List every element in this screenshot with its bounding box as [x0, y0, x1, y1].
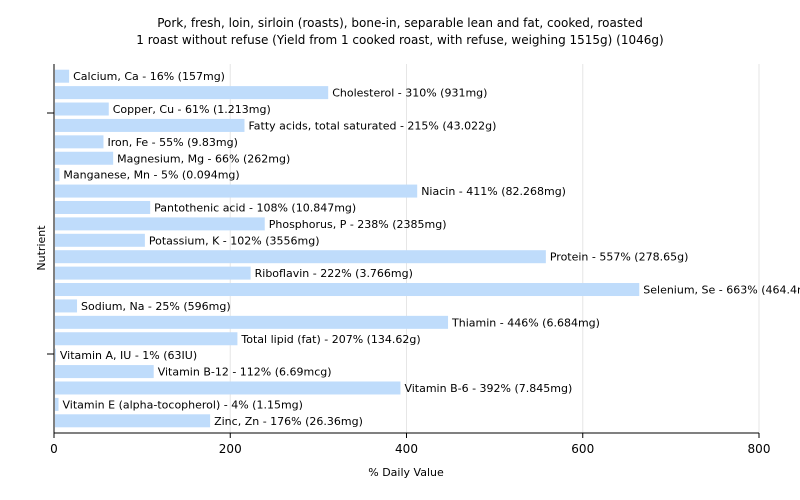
bar-label: Thiamin - 446% (6.684mg) [451, 316, 600, 329]
bar-label: Potassium, K - 102% (3556mg) [149, 234, 320, 247]
bars [55, 69, 640, 428]
x-tick-label: 400 [395, 442, 418, 456]
x-tick-label: 600 [571, 442, 594, 456]
bar [55, 299, 78, 313]
chart-subtitle: 1 roast without refuse (Yield from 1 coo… [136, 33, 663, 47]
bar-label: Copper, Cu - 61% (1.213mg) [113, 103, 271, 116]
bar-label: Vitamin E (alpha-tocopherol) - 4% (1.15m… [63, 398, 303, 411]
bar [55, 365, 154, 379]
bar [55, 397, 59, 411]
chart-title: Pork, fresh, loin, sirloin (roasts), bon… [157, 16, 643, 30]
bar [55, 86, 329, 100]
bar-label: Selenium, Se - 663% (464.4mcg) [643, 284, 800, 297]
bar-label: Iron, Fe - 55% (9.83mg) [107, 136, 237, 149]
bar-label: Fatty acids, total saturated - 215% (43.… [248, 119, 496, 132]
bar-label: Vitamin B-12 - 112% (6.69mcg) [158, 366, 332, 379]
bar-label: Sodium, Na - 25% (596mg) [81, 300, 231, 313]
bar-label: Magnesium, Mg - 66% (262mg) [117, 152, 290, 165]
bar [55, 250, 546, 264]
bar [55, 332, 238, 346]
grid-lines [229, 64, 760, 433]
bar [55, 151, 114, 165]
bar [55, 184, 418, 198]
x-tick-label: 800 [748, 442, 771, 456]
bar [55, 414, 211, 428]
bar-label: Protein - 557% (278.65g) [550, 251, 689, 264]
bar-label: Calcium, Ca - 16% (157mg) [73, 70, 225, 83]
bar [55, 217, 265, 231]
bar [55, 315, 449, 329]
bar [55, 69, 70, 83]
bar-label: Zinc, Zn - 176% (26.36mg) [214, 415, 363, 428]
bar-label: Vitamin A, IU - 1% (63IU) [60, 349, 197, 362]
bar-label: Cholesterol - 310% (931mg) [332, 87, 487, 100]
bar [55, 266, 251, 280]
x-axis-label: % Daily Value [368, 466, 444, 479]
bar [55, 348, 56, 362]
bar-label: Phosphorus, P - 238% (2385mg) [269, 218, 447, 231]
bar-label: Pantothenic acid - 108% (10.847mg) [154, 201, 356, 214]
x-tick-label: 200 [219, 442, 242, 456]
bar-label: Total lipid (fat) - 207% (134.62g) [240, 333, 420, 346]
bar [55, 118, 245, 132]
bar-label: Niacin - 411% (82.268mg) [421, 185, 566, 198]
bar-label: Vitamin B-6 - 392% (7.845mg) [404, 382, 572, 395]
x-tick-label: 0 [50, 442, 58, 456]
bar [55, 200, 151, 214]
bar [55, 381, 401, 395]
bar [55, 168, 60, 182]
bar [55, 102, 109, 116]
axes: 0 200 400 600 800 [47, 64, 770, 456]
bar [55, 135, 104, 149]
bar-labels: Calcium, Ca - 16% (157mg) Cholesterol - 3… [60, 70, 800, 428]
bar-label: Manganese, Mn - 5% (0.094mg) [63, 169, 239, 182]
bar [55, 233, 145, 247]
bar [55, 283, 640, 297]
y-axis-label: Nutrient [35, 225, 48, 271]
bar-label: Riboflavin - 222% (3.766mg) [255, 267, 413, 280]
